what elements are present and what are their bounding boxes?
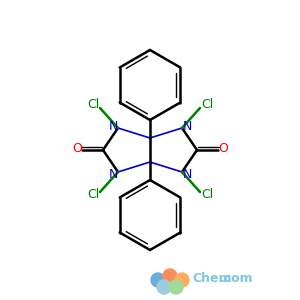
Text: N: N — [108, 119, 118, 133]
Circle shape — [157, 280, 171, 294]
Text: .com: .com — [220, 272, 254, 284]
Text: Cl: Cl — [87, 188, 99, 202]
Text: Cl: Cl — [201, 98, 213, 112]
Text: Cl: Cl — [201, 188, 213, 202]
Text: N: N — [182, 119, 192, 133]
Text: Cl: Cl — [87, 98, 99, 112]
Text: O: O — [218, 142, 228, 155]
Text: N: N — [108, 167, 118, 181]
Circle shape — [163, 269, 177, 283]
Text: Chem: Chem — [192, 272, 232, 284]
Circle shape — [151, 273, 165, 287]
Text: O: O — [72, 142, 82, 155]
Circle shape — [169, 280, 183, 294]
Circle shape — [175, 273, 189, 287]
Text: N: N — [182, 167, 192, 181]
